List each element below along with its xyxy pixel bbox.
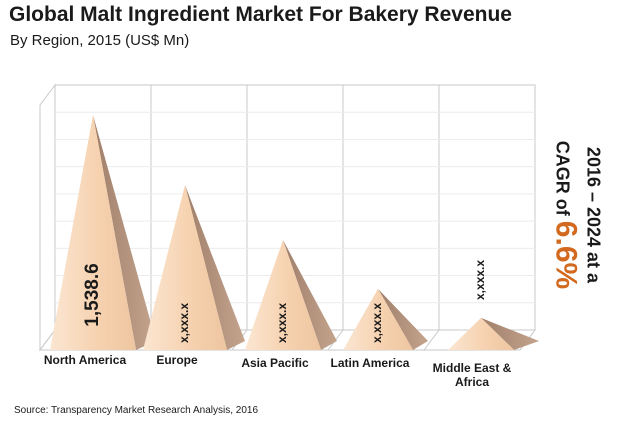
category-label: North America bbox=[44, 353, 127, 367]
category-label: Africa bbox=[455, 375, 489, 389]
cagr-annotation: 2016 – 2024 at a CAGR of 6.6% bbox=[545, 130, 610, 300]
pyramid-bar bbox=[50, 115, 136, 350]
gridline-floor bbox=[423, 329, 440, 351]
pyramid-side-face bbox=[93, 115, 156, 350]
pyramid-side-face bbox=[481, 317, 539, 350]
category-label: Middle East & bbox=[433, 361, 512, 375]
pyramid-bar bbox=[143, 185, 227, 350]
pyramid-bar bbox=[245, 240, 321, 350]
pyramid-side-face bbox=[378, 288, 428, 350]
chart-labels: 1,538.6 North America x,xxx.x Europe x,xxx.x… bbox=[44, 260, 512, 389]
data-label: x,xxx.x bbox=[473, 260, 487, 300]
category-label: Asia Pacific bbox=[241, 356, 309, 370]
cagr-period-text: 2016 – 2024 at a bbox=[583, 146, 603, 284]
source-note: Source: Transparency Market Research Ana… bbox=[14, 405, 259, 416]
side-wall bbox=[39, 83, 56, 352]
cagr-prefix: CAGR of bbox=[552, 140, 572, 221]
cagr-value: 6.6% bbox=[549, 220, 582, 290]
chart-marks bbox=[50, 115, 539, 350]
data-label: 1,538.6 bbox=[82, 263, 103, 326]
pyramid-bar bbox=[448, 317, 514, 350]
data-label: x,xxx.x bbox=[275, 303, 289, 343]
category-label: Latin America bbox=[331, 356, 410, 370]
data-label: x,xxx.x bbox=[177, 303, 191, 343]
cagr-line: CAGR of 6.6% bbox=[548, 140, 582, 290]
category-label: Europe bbox=[156, 353, 198, 367]
pyramid-side-face bbox=[283, 240, 337, 350]
data-label: x,xxx.x bbox=[370, 303, 384, 343]
pyramid-bar bbox=[343, 288, 413, 350]
chart-title: Global Malt Ingredient Market For Bakery… bbox=[9, 3, 512, 26]
pyramid-side-face bbox=[185, 185, 245, 350]
chart-subtitle: By Region, 2015 (US$ Mn) bbox=[10, 32, 190, 49]
